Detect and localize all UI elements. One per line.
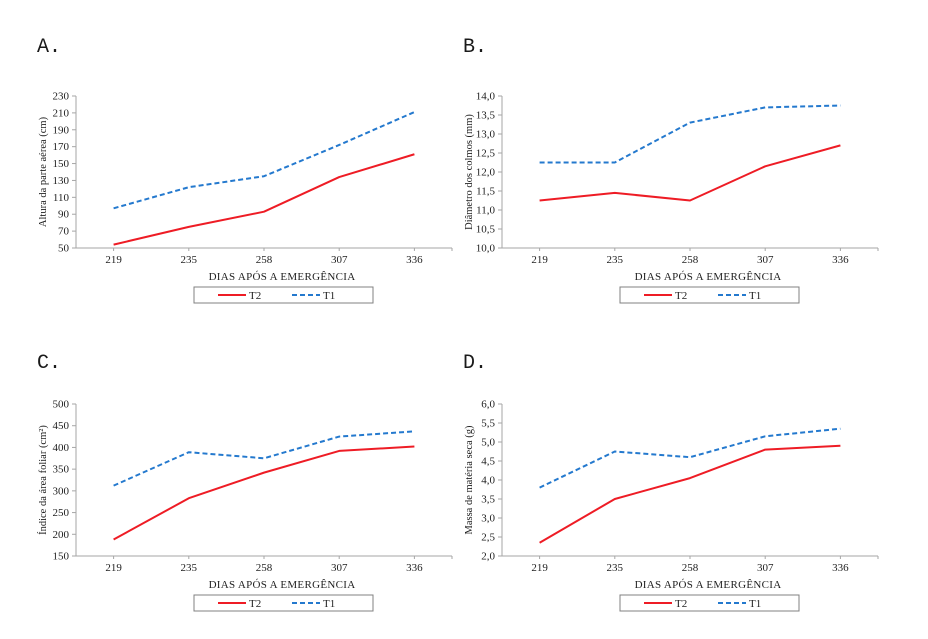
y-tick-label: 5,5 (481, 418, 495, 430)
legend-T1-label: T1 (323, 290, 335, 302)
legend-T2-label: T2 (249, 290, 261, 302)
y-tick-label: 5,0 (481, 437, 495, 449)
y-tick-label: 6,0 (481, 399, 495, 411)
panel-massa-seca: D. 2,0 2,5 3,0 3,5 4,0 4,5 5,0 5,5 6,0 219 235 258 3… (426, 308, 890, 639)
panel-letter-c: C. (37, 352, 62, 375)
x-tick-label: 307 (331, 562, 348, 574)
chart-massa-materia-seca: 2,0 2,5 3,0 3,5 4,0 4,5 5,0 5,5 6,0 219 235 258 307 3… (464, 399, 879, 612)
x-tick-label: 258 (256, 254, 273, 266)
y-tick-label: 400 (53, 442, 70, 454)
chart-indice-area-foliar: 150 200 250 300 350 400 450 500 219 235 258 307 336 Í… (37, 399, 453, 612)
x-tick-label: 258 (682, 562, 699, 574)
y-tick-label: 90 (58, 209, 70, 221)
y-axis-title: Altura da parte aérea (cm) (38, 116, 49, 227)
series-T1-line (113, 111, 415, 210)
legend-T2-label: T2 (675, 598, 687, 610)
series-T2-line (113, 153, 415, 246)
series-T1-line (113, 430, 415, 487)
series-T2-line (539, 444, 841, 544)
y-tick-label: 200 (53, 529, 70, 541)
y-tick-label: 13,5 (476, 110, 496, 122)
legend-T1-label: T1 (749, 598, 761, 610)
x-tick-label: 307 (757, 562, 774, 574)
x-tick-label: 235 (181, 254, 198, 266)
y-axis-title: Índice da área foliar (cm²) (37, 425, 49, 535)
y-tick-label: 4,0 (481, 475, 495, 487)
series-T1-line (539, 104, 841, 164)
legend-T1-label: T1 (749, 290, 761, 302)
y-tick-label: 12,0 (476, 167, 496, 179)
y-tick-label: 450 (53, 420, 70, 432)
x-axis-title: DIAS APÓS A EMERGÊNCIA (209, 579, 356, 591)
panel-area-foliar: C. 150 200 250 300 350 400 450 500 219 235 258 307 3… (0, 308, 464, 639)
x-tick-label: 336 (406, 562, 423, 574)
y-tick-label: 300 (53, 485, 70, 497)
y-tick-label: 150 (53, 158, 70, 170)
x-tick-label: 307 (331, 254, 348, 266)
panel-letter-d: D. (463, 352, 488, 375)
legend-T2-label: T2 (675, 290, 687, 302)
x-axis-title: DIAS APÓS A EMERGÊNCIA (209, 271, 356, 283)
panel-letter-a: A. (37, 36, 62, 59)
x-tick-label: 235 (607, 254, 624, 266)
series-T2-line (113, 445, 415, 541)
y-tick-label: 2,5 (481, 532, 495, 544)
x-tick-label: 219 (105, 562, 122, 574)
y-axis-title: Massa de matéria seca (g) (464, 425, 475, 535)
legend-T2-label: T2 (249, 598, 261, 610)
y-tick-label: 10,0 (476, 243, 496, 255)
y-tick-label: 150 (53, 551, 70, 563)
chart-diametro-colmos: 10,0 10,5 11,0 11,5 12,0 12,5 13,0 13,5 14,0 219 2… (464, 91, 879, 304)
x-tick-label: 219 (105, 254, 122, 266)
legend-box (619, 286, 800, 304)
panel-altura: A. 50 70 90 110 130 150 170 190 210 230 219 235 258 3… (0, 0, 464, 331)
y-tick-label: 70 (58, 226, 70, 238)
legend-T1-label: T1 (323, 598, 335, 610)
y-tick-label: 13,0 (476, 129, 496, 141)
y-tick-label: 3,0 (481, 513, 495, 525)
y-tick-label: 2,0 (481, 551, 495, 563)
x-tick-label: 307 (757, 254, 774, 266)
y-tick-label: 10,5 (476, 224, 496, 236)
x-tick-label: 235 (607, 562, 624, 574)
legend-box (193, 594, 374, 612)
x-tick-label: 258 (256, 562, 273, 574)
panel-letter-b: B. (463, 36, 488, 59)
y-tick-label: 190 (53, 124, 70, 136)
y-tick-label: 4,5 (481, 456, 495, 468)
y-tick-label: 3,5 (481, 494, 495, 506)
y-tick-label: 11,5 (476, 186, 495, 198)
y-tick-label: 110 (53, 192, 70, 204)
y-tick-label: 14,0 (476, 91, 496, 103)
series-T2-line (539, 144, 841, 202)
chart-altura-parte-aerea: 50 70 90 110 130 150 170 190 210 230 219 235 258 307 3… (38, 91, 453, 304)
y-axis-title: Diâmetro dos colmos (mm) (464, 114, 475, 230)
y-tick-label: 170 (53, 141, 70, 153)
x-tick-label: 336 (832, 562, 849, 574)
legend-box (619, 594, 800, 612)
x-tick-label: 336 (406, 254, 423, 266)
x-axis-title: DIAS APÓS A EMERGÊNCIA (635, 579, 782, 591)
x-tick-label: 258 (682, 254, 699, 266)
y-tick-label: 11,0 (476, 205, 495, 217)
y-tick-label: 500 (53, 399, 70, 411)
x-tick-label: 235 (181, 562, 198, 574)
y-tick-label: 130 (53, 175, 70, 187)
y-tick-label: 250 (53, 507, 70, 519)
y-tick-label: 50 (58, 243, 70, 255)
panel-diametro: B. 10,0 10,5 11,0 11,5 12,0 12,5 13,0 13,5 14,0 2… (426, 0, 890, 331)
x-tick-label: 336 (832, 254, 849, 266)
y-tick-label: 210 (53, 107, 70, 119)
legend-box (193, 286, 374, 304)
x-tick-label: 219 (531, 562, 548, 574)
y-tick-label: 12,5 (476, 148, 496, 160)
y-tick-label: 230 (53, 91, 70, 103)
x-tick-label: 219 (531, 254, 548, 266)
y-tick-label: 350 (53, 464, 70, 476)
x-axis-title: DIAS APÓS A EMERGÊNCIA (635, 271, 782, 283)
